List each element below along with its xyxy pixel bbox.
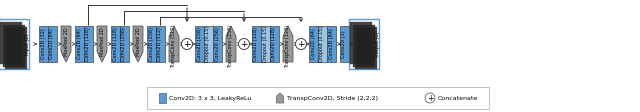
FancyBboxPatch shape [212,26,221,62]
FancyBboxPatch shape [83,26,93,62]
Text: +: + [240,40,248,48]
Text: MaxPool 2D: MaxPool 2D [63,28,68,56]
Text: Output (1): Output (1) [376,31,381,57]
Circle shape [296,39,307,50]
Polygon shape [97,26,107,62]
Text: Conv2D (128): Conv2D (128) [86,27,90,61]
Text: Conv2D (512): Conv2D (512) [157,27,163,61]
FancyBboxPatch shape [5,27,27,69]
Text: Conv2D (256): Conv2D (256) [122,27,127,61]
Text: Conv2D (256): Conv2D (256) [196,27,202,61]
FancyBboxPatch shape [38,26,47,62]
FancyBboxPatch shape [317,26,326,62]
Text: Conv2D (64): Conv2D (64) [49,29,54,59]
FancyBboxPatch shape [47,26,56,62]
Text: Input (2): Input (2) [26,33,31,55]
FancyBboxPatch shape [147,87,489,109]
Text: Concatenate: Concatenate [438,96,478,100]
FancyBboxPatch shape [0,19,29,69]
Polygon shape [61,26,71,62]
Polygon shape [283,26,293,62]
Text: Conv2D (64): Conv2D (64) [310,29,316,59]
Polygon shape [226,26,236,62]
FancyBboxPatch shape [349,19,379,69]
Polygon shape [169,26,179,62]
Text: TranspConv2D, Stride (2,2,2): TranspConv2D, Stride (2,2,2) [287,96,378,100]
Text: MaxPool 2D: MaxPool 2D [136,28,141,56]
FancyBboxPatch shape [74,26,83,62]
FancyBboxPatch shape [260,26,269,62]
FancyBboxPatch shape [326,26,335,62]
Text: TranspConv (512): TranspConv (512) [172,24,177,68]
Text: Conv2D (256): Conv2D (256) [214,27,220,61]
FancyBboxPatch shape [252,26,260,62]
FancyBboxPatch shape [147,26,156,62]
Circle shape [239,39,250,50]
FancyBboxPatch shape [0,22,22,64]
Text: Conv2D (64): Conv2D (64) [328,29,333,59]
Text: Conv2D: 3 x 3, LeakyReLu: Conv2D: 3 x 3, LeakyReLu [169,96,252,100]
FancyBboxPatch shape [195,26,204,62]
FancyBboxPatch shape [339,26,349,62]
Circle shape [182,39,193,50]
FancyBboxPatch shape [120,26,129,62]
Text: +: + [183,40,191,48]
Text: Conv2D (1): Conv2D (1) [342,30,346,58]
FancyBboxPatch shape [269,26,278,62]
FancyBboxPatch shape [204,26,212,62]
Polygon shape [276,93,284,103]
Text: Conv2D (128): Conv2D (128) [253,27,259,61]
Text: Conv2D (64): Conv2D (64) [77,29,81,59]
Text: +: + [427,94,433,102]
Text: Dropout (0.15): Dropout (0.15) [319,26,324,62]
Text: TranspConv (128): TranspConv (128) [285,24,291,68]
Text: Conv2D (32): Conv2D (32) [40,29,45,59]
FancyBboxPatch shape [111,26,120,62]
Circle shape [425,93,435,103]
Text: TranspConv (256): TranspConv (256) [228,24,234,68]
Text: Conv2D (128): Conv2D (128) [271,27,276,61]
Text: Conv2D (256): Conv2D (256) [148,27,154,61]
Text: Conv2D (128): Conv2D (128) [113,27,118,61]
Text: MaxPool 2D: MaxPool 2D [99,28,104,56]
Text: Dropout (0.15): Dropout (0.15) [262,26,268,62]
FancyBboxPatch shape [350,22,372,64]
FancyBboxPatch shape [156,26,164,62]
FancyBboxPatch shape [355,27,377,69]
Text: Dropout (0.15): Dropout (0.15) [205,26,211,62]
Polygon shape [133,26,143,62]
Text: +: + [297,40,305,48]
FancyBboxPatch shape [353,25,374,67]
FancyBboxPatch shape [159,93,166,103]
FancyBboxPatch shape [308,26,317,62]
FancyBboxPatch shape [3,25,24,67]
